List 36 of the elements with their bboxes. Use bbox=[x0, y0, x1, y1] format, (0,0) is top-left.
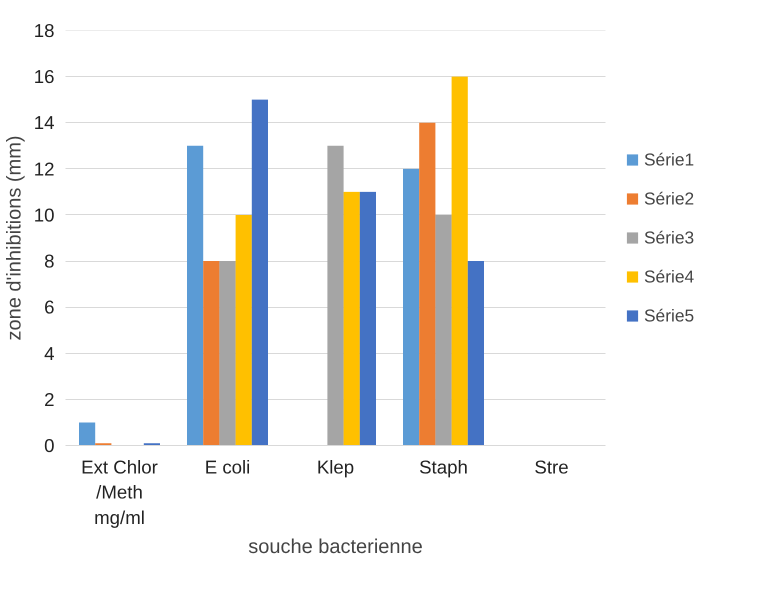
bar bbox=[403, 168, 420, 446]
bar bbox=[327, 146, 344, 446]
bar bbox=[187, 146, 204, 446]
bar bbox=[435, 214, 452, 446]
y-tick-label: 16 bbox=[34, 66, 55, 88]
y-tick-label: 12 bbox=[34, 158, 55, 180]
y-axis-title: zone d'inhibitions (mm) bbox=[4, 135, 26, 341]
bar bbox=[79, 422, 96, 446]
x-tick-label: Staph bbox=[419, 456, 468, 478]
legend-label: Série3 bbox=[644, 227, 694, 248]
x-tick-label: Klep bbox=[316, 456, 354, 478]
y-tick-label: 2 bbox=[44, 388, 55, 410]
bar bbox=[360, 192, 376, 446]
legend-label: Série2 bbox=[644, 188, 694, 209]
legend-label: Série1 bbox=[644, 149, 694, 170]
y-tick-label: 0 bbox=[44, 435, 55, 456]
x-tick-label: Ext Chlor /Meth mg/ml bbox=[81, 456, 158, 528]
x-axis-title: souche bacterienne bbox=[248, 536, 423, 558]
bar bbox=[344, 192, 360, 446]
bar bbox=[452, 76, 468, 446]
x-tick-label: E coli bbox=[204, 456, 250, 478]
y-tick-label: 18 bbox=[34, 20, 55, 41]
bar bbox=[468, 261, 484, 446]
y-tick-label: 6 bbox=[44, 296, 55, 318]
legend-label: Série5 bbox=[644, 305, 694, 326]
y-tick-label: 8 bbox=[44, 250, 55, 272]
bar bbox=[419, 122, 436, 446]
y-tick-label: 4 bbox=[44, 342, 55, 364]
x-tick-label: Stre bbox=[534, 456, 569, 478]
legend-label: Série4 bbox=[644, 266, 694, 287]
bar bbox=[236, 214, 252, 446]
bar bbox=[203, 261, 220, 446]
bar bbox=[252, 100, 268, 446]
bar bbox=[219, 261, 236, 446]
y-tick-label: 10 bbox=[34, 204, 55, 226]
y-tick-label: 14 bbox=[34, 112, 55, 134]
